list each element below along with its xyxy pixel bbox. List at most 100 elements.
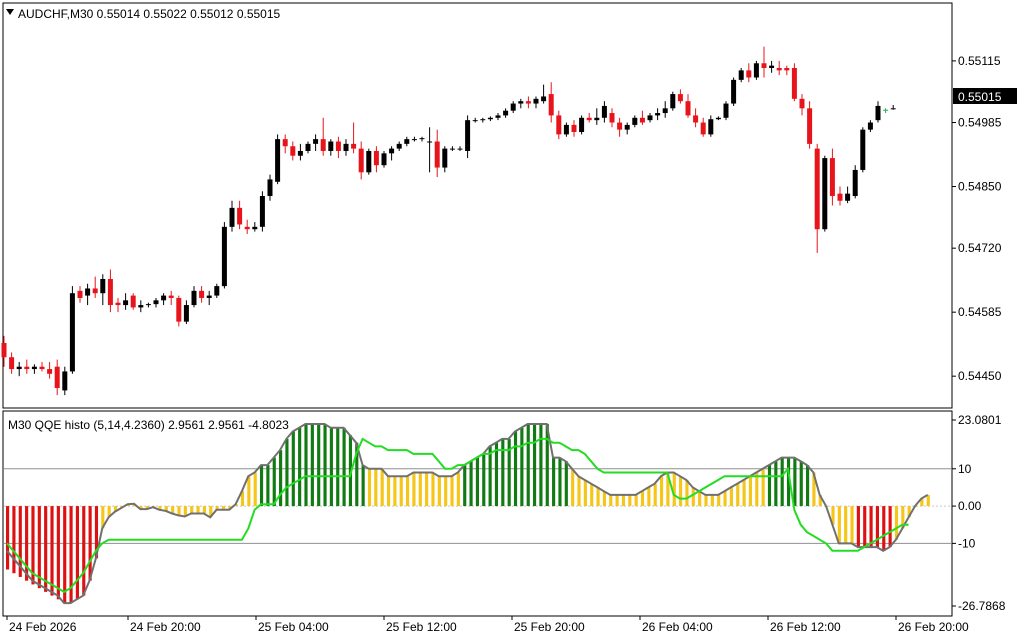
histogram-bar xyxy=(552,457,556,507)
candle-body xyxy=(282,139,288,147)
histogram-bar xyxy=(856,506,860,548)
price-tick-label: 0.54850 xyxy=(958,180,1002,194)
histogram-bar xyxy=(431,472,435,507)
candle-body xyxy=(472,120,478,122)
candle-body xyxy=(252,226,258,230)
candle-body xyxy=(168,295,174,298)
price-tick-label: 0.54450 xyxy=(958,369,1002,383)
symbol-dropdown-icon[interactable] xyxy=(6,9,14,15)
candle-body xyxy=(624,124,630,130)
histogram-bar xyxy=(183,506,187,517)
histogram-bar xyxy=(342,427,346,507)
histogram-bar xyxy=(659,476,664,507)
histogram-bar xyxy=(291,431,295,507)
histogram-bar xyxy=(513,431,518,507)
histogram-bar xyxy=(399,476,403,507)
candle-body xyxy=(1,342,7,358)
histogram-bar xyxy=(164,506,168,511)
histogram-bar xyxy=(444,476,448,507)
candle-body xyxy=(715,117,721,120)
histogram-bar xyxy=(18,506,22,577)
histogram-bar xyxy=(672,472,676,507)
candle-body xyxy=(24,366,30,370)
time-tick-label: 24 Feb 20:00 xyxy=(130,620,201,634)
histogram-bar xyxy=(494,442,499,507)
candle-body xyxy=(373,150,379,166)
candle-body xyxy=(829,158,835,197)
time-tick-label: 26 Feb 04:00 xyxy=(642,620,713,634)
histogram-bar xyxy=(698,491,702,507)
candle-body xyxy=(92,288,98,294)
histogram-bar xyxy=(526,424,530,507)
histogram-bar xyxy=(482,453,486,507)
candle-body xyxy=(389,148,395,154)
histogram-bar xyxy=(615,494,619,507)
histogram-bar xyxy=(882,506,886,551)
candle-body xyxy=(449,148,455,150)
candle-body xyxy=(199,290,205,298)
candle-body xyxy=(852,169,858,197)
candle-body xyxy=(601,105,607,118)
candle-body xyxy=(799,98,805,109)
candle-body xyxy=(670,94,676,109)
time-tick-label: 25 Feb 20:00 xyxy=(514,620,585,634)
candle-body xyxy=(731,79,737,104)
candle-body xyxy=(54,366,60,389)
candle-body xyxy=(503,110,509,116)
candle-body xyxy=(335,141,341,151)
candle-body xyxy=(708,119,714,135)
histogram-bar xyxy=(158,506,162,510)
candle-body xyxy=(275,139,281,182)
candle-body xyxy=(145,304,151,306)
histogram-bar xyxy=(386,476,391,507)
histogram-bar xyxy=(196,506,200,514)
histogram-bar xyxy=(850,506,854,544)
histogram-bar xyxy=(501,438,505,507)
histogram-bar xyxy=(780,457,784,507)
indicator-tick-label: -10 xyxy=(958,536,976,550)
histogram-bar xyxy=(748,476,753,507)
candle-body xyxy=(586,117,592,121)
histogram-bar xyxy=(101,506,105,529)
histogram-bar xyxy=(463,465,467,507)
histogram-bar xyxy=(666,472,670,507)
candle-body xyxy=(123,300,129,306)
candle-body xyxy=(647,115,653,121)
qqe-slow-line xyxy=(6,437,909,594)
candle-body xyxy=(85,288,91,296)
candle-body xyxy=(351,143,357,149)
candle-body xyxy=(693,115,699,123)
candle-body xyxy=(214,286,220,296)
candle-body xyxy=(533,98,539,104)
histogram-bar xyxy=(920,498,924,507)
candle-body xyxy=(267,179,273,197)
candle-body xyxy=(9,357,15,370)
histogram-bar xyxy=(425,472,429,507)
candle-body xyxy=(47,369,53,374)
candle-body xyxy=(883,109,889,111)
histogram-bar xyxy=(717,494,721,507)
histogram-bar xyxy=(621,494,626,507)
candle-body xyxy=(594,117,600,121)
histogram-bar xyxy=(475,457,479,507)
histogram-bar xyxy=(602,491,606,507)
candle-body xyxy=(746,70,752,78)
indicator-panel[interactable] xyxy=(2,410,953,617)
candle-body xyxy=(480,119,486,121)
histogram-bar xyxy=(37,506,41,589)
histogram-bar xyxy=(279,450,283,507)
main-price-panel[interactable] xyxy=(2,2,953,409)
candle-body xyxy=(457,148,463,150)
histogram-bar xyxy=(831,506,835,525)
histogram-bar xyxy=(539,424,543,507)
indicator-tick-label: -26.7868 xyxy=(958,599,1006,613)
histogram-bar xyxy=(469,461,473,507)
candle-body xyxy=(244,226,250,230)
candle-body xyxy=(837,193,843,201)
candle-body xyxy=(518,101,524,104)
histogram-bar xyxy=(704,494,708,507)
histogram-bar xyxy=(6,506,10,570)
histogram-bar xyxy=(653,483,657,507)
histogram-bar xyxy=(190,506,194,514)
